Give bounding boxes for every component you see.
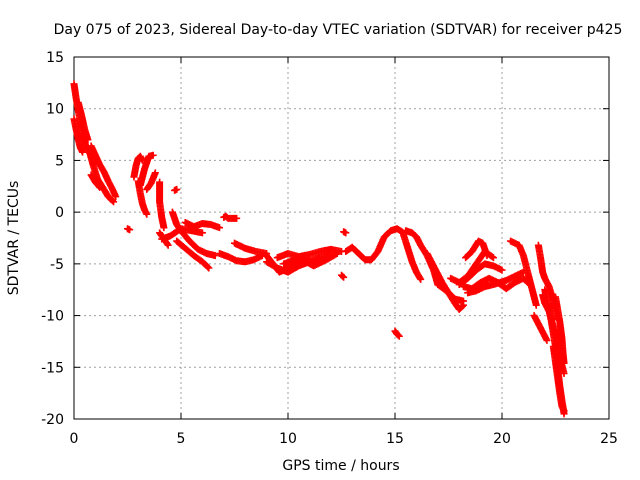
data-point	[395, 332, 403, 340]
data-point	[532, 301, 540, 309]
data-point	[110, 198, 118, 206]
data-point	[96, 183, 104, 191]
y-tick-label: -10	[41, 309, 64, 325]
y-tick-label: -5	[50, 257, 64, 273]
x-tick-label: 25	[600, 431, 618, 447]
data-point	[560, 359, 568, 367]
plot-frame	[73, 56, 610, 420]
y-tick-label: 10	[46, 102, 64, 118]
data-point	[459, 297, 467, 305]
data-point	[543, 336, 551, 344]
data-point	[163, 240, 171, 248]
data-point	[489, 254, 497, 262]
y-tick-label: -15	[41, 360, 64, 376]
data-point	[151, 169, 159, 177]
y-tick-label: 15	[46, 50, 64, 66]
data-point	[339, 272, 347, 280]
gridlines	[74, 57, 609, 419]
data-point	[95, 182, 103, 190]
data-point	[198, 229, 206, 237]
y-tick-label: 5	[55, 153, 64, 169]
data-point	[126, 226, 134, 234]
data-point	[417, 275, 425, 283]
data-point	[173, 185, 181, 193]
data-point	[164, 241, 172, 249]
data-point	[394, 331, 402, 339]
data-point	[79, 148, 87, 156]
x-tick-label: 0	[70, 431, 79, 447]
data-point	[333, 250, 341, 258]
x-tick-label: 10	[279, 431, 297, 447]
data-point	[109, 197, 117, 205]
data-points	[70, 80, 568, 418]
data-point	[143, 210, 151, 218]
data-point	[233, 214, 241, 222]
data-point	[342, 229, 350, 237]
x-tick-label: 15	[386, 431, 404, 447]
data-point	[112, 193, 120, 201]
x-axis-label: GPS time / hours	[282, 458, 399, 474]
y-axis-label: SDTVAR / TECUs	[6, 181, 22, 296]
axis-ticks: 0 5 10 15 20 25 -20 -15 -10 -5 0 5 10 15	[41, 50, 618, 447]
data-point	[340, 273, 348, 281]
data-point	[84, 136, 92, 144]
y-tick-label: -20	[41, 412, 64, 428]
x-tick-label: 5	[177, 431, 186, 447]
data-point	[488, 253, 496, 261]
data-point	[560, 407, 568, 415]
data-point	[160, 224, 168, 232]
data-point	[498, 266, 506, 274]
y-tick-label: 0	[55, 205, 64, 221]
data-point	[205, 264, 213, 272]
chart-title: Day 075 of 2023, Sidereal Day-to-day VTE…	[54, 22, 623, 38]
data-point	[216, 224, 224, 232]
x-tick-label: 20	[493, 431, 511, 447]
data-point	[149, 151, 157, 159]
data-point	[204, 263, 212, 271]
data-point	[211, 252, 219, 260]
